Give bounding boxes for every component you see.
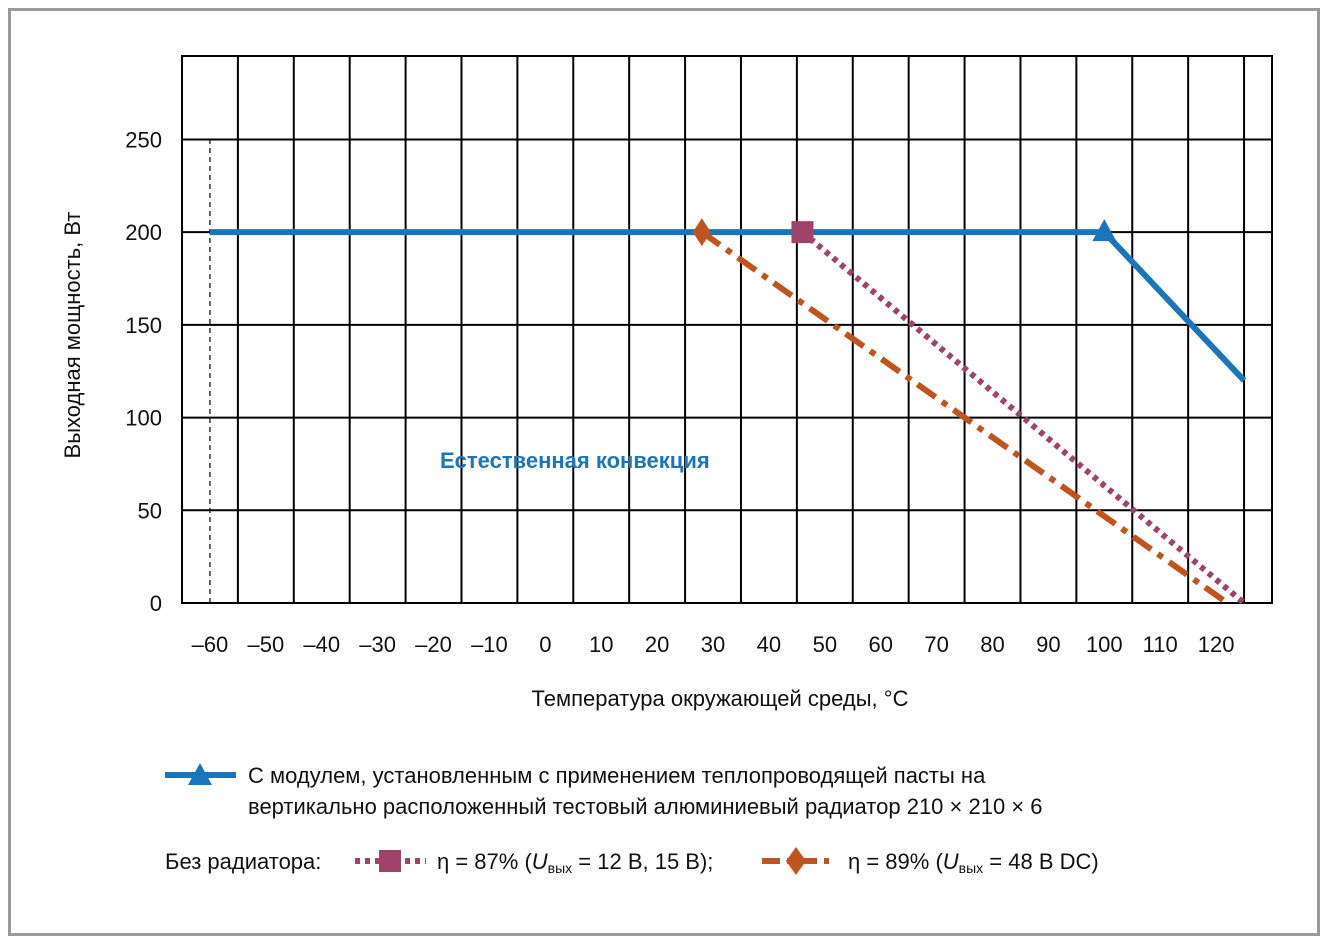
x-tick-label: 120 [1198,632,1235,657]
x-tick-label: 90 [1036,632,1060,657]
x-tick-label: 70 [924,632,948,657]
y-tick-label: 100 [125,406,162,431]
series-line-eta89 [700,229,1230,606]
x-tick-label: 80 [980,632,1004,657]
x-tick-label: 110 [1143,632,1178,657]
x-tick-label: –50 [247,632,284,657]
reference-lines [209,139,1245,603]
tick-labels: –60 –50 –40 –30 –20 –10 0 10 20 30 40 50 60 70 80 90 100… [125,127,1234,657]
x-tick-label: 100 [1086,632,1123,657]
annotation-natural-convection: Естественная конвекция [440,448,710,473]
marker-diamond [692,218,711,247]
x-tick-label: 60 [868,632,892,657]
legend-eta87-text: η = 87% (Uвых = 12 В, 15 В); [437,849,713,876]
y-tick-label: 250 [125,127,162,152]
legend-radiator-symbol [165,763,236,785]
x-tick-label: 0 [539,632,551,657]
y-tick-label: 200 [125,220,162,245]
y-tick-label: 150 [125,313,162,338]
y-axis-label: Выходная мощность, Вт [60,212,85,459]
y-tick-label: 50 [138,498,162,523]
x-tick-label: 20 [645,632,669,657]
series-markers [692,218,1117,247]
legend-no-radiator-label: Без радиатора: [165,849,321,874]
x-tick-label: –30 [359,632,396,657]
legend: С модулем, установленным с применением т… [165,763,1099,876]
series-line-eta87 [800,229,1246,606]
legend-eta89-symbol [762,847,833,875]
x-tick-label: 10 [589,632,613,657]
marker-square [791,221,814,244]
x-tick-label: –10 [471,632,508,657]
series-line-radiator [209,229,1247,383]
x-tick-label: –60 [192,632,229,657]
plot-border [181,55,1273,604]
legend-eta89-text: η = 89% (Uвых = 48 В DC) [848,849,1099,876]
x-tick-label: –40 [303,632,340,657]
x-tick-label: –20 [415,632,452,657]
x-tick-label: 50 [813,632,837,657]
x-tick-label: 40 [757,632,781,657]
y-tick-label: 0 [150,591,162,616]
x-axis-label: Температура окружающей среды, °C [532,686,909,711]
legend-eta87-symbol [355,850,426,872]
legend-radiator-line1: С модулем, установленным с применением т… [248,763,986,788]
marker-triangle [1092,219,1117,242]
legend-radiator-line2: вертикально расположенный тестовый алюми… [248,794,1043,819]
figure-frame [8,8,1320,936]
x-tick-label: 30 [701,632,725,657]
